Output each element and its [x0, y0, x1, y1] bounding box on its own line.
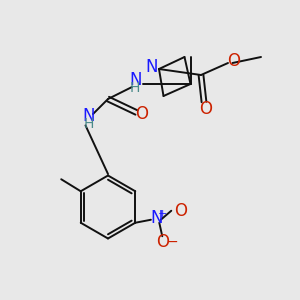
Text: N: N	[129, 71, 142, 89]
Text: O: O	[156, 233, 169, 251]
Text: +: +	[158, 209, 168, 219]
Text: N: N	[82, 107, 95, 125]
Text: N: N	[150, 209, 163, 227]
Text: O: O	[135, 105, 148, 123]
Text: H: H	[84, 117, 94, 131]
Text: −: −	[167, 235, 178, 249]
Text: O: O	[174, 202, 187, 220]
Text: N: N	[145, 58, 158, 76]
Text: O: O	[199, 100, 212, 118]
Text: O: O	[227, 52, 240, 70]
Text: H: H	[130, 81, 140, 95]
